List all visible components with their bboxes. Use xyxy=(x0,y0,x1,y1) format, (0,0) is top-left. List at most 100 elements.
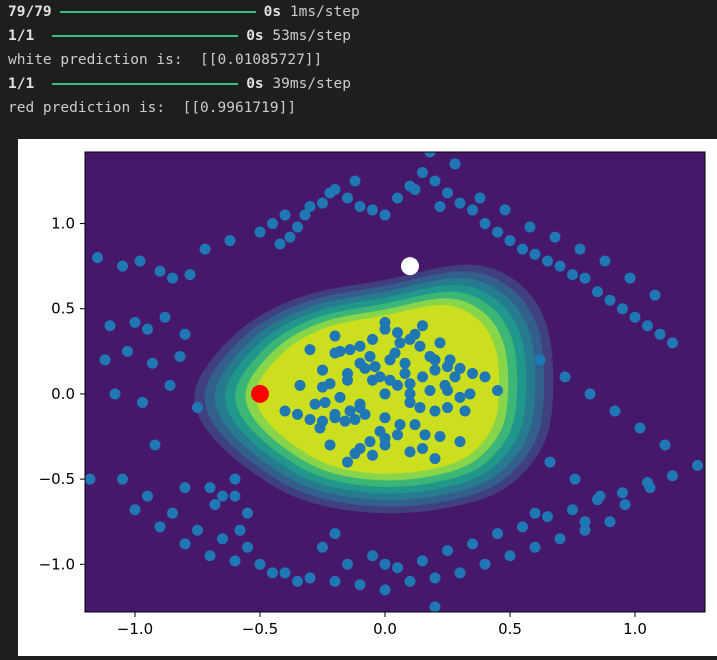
data-point xyxy=(454,567,466,579)
data-point xyxy=(692,459,703,471)
data-point xyxy=(129,504,141,516)
data-point xyxy=(549,231,561,243)
data-point xyxy=(449,371,461,383)
data-point xyxy=(454,362,466,374)
data-point xyxy=(404,378,416,390)
x-tick-label: 1.0 xyxy=(623,620,647,638)
data-point xyxy=(434,431,446,443)
data-point xyxy=(624,272,636,284)
data-point xyxy=(404,446,416,458)
data-point xyxy=(349,413,361,425)
data-point xyxy=(579,524,591,536)
data-point xyxy=(99,354,111,366)
data-point xyxy=(342,192,353,204)
data-point xyxy=(344,344,356,356)
data-point xyxy=(442,187,453,199)
data-point xyxy=(179,538,191,550)
data-point xyxy=(184,269,196,281)
data-point xyxy=(649,289,661,301)
data-point xyxy=(459,405,471,417)
data-point xyxy=(329,347,341,359)
data-point xyxy=(479,558,491,570)
scatter-plot: −1.0 −0.5 0.0 0.5 1.0 −1.0 −0.5 0.0 0.5 1.0 xyxy=(39,151,706,638)
data-point xyxy=(142,323,153,335)
data-point xyxy=(579,272,591,284)
data-point xyxy=(137,396,148,408)
data-point xyxy=(392,562,403,574)
data-point xyxy=(329,528,341,540)
data-point xyxy=(404,396,416,408)
data-point xyxy=(319,396,331,408)
data-point xyxy=(442,361,453,373)
x-axis: −1.0 −0.5 0.0 0.5 1.0 xyxy=(117,612,647,638)
progress-step-count: 79/79 xyxy=(8,4,52,20)
data-point xyxy=(317,364,328,376)
data-point xyxy=(659,439,671,451)
data-point xyxy=(354,357,366,369)
data-point xyxy=(209,499,221,511)
data-point xyxy=(379,316,391,328)
data-point xyxy=(399,357,411,369)
data-point xyxy=(642,477,653,489)
y-axis: −1.0 −0.5 0.0 0.5 1.0 xyxy=(39,215,85,573)
data-point xyxy=(439,379,451,391)
data-point xyxy=(392,327,403,339)
plot-figure: −1.0 −0.5 0.0 0.5 1.0 −1.0 −0.5 0.0 0.5 1.0 xyxy=(18,139,717,656)
progress-line: 79/79 0s 1ms/step xyxy=(8,0,360,24)
data-point xyxy=(367,550,378,562)
data-point xyxy=(85,473,96,485)
progress-bar xyxy=(59,11,256,13)
data-point xyxy=(442,402,453,414)
data-point xyxy=(92,252,103,264)
data-point xyxy=(569,473,581,485)
data-point xyxy=(667,470,678,482)
data-point xyxy=(329,330,341,342)
data-point xyxy=(164,379,176,391)
progress-bar xyxy=(52,35,239,37)
data-point xyxy=(479,218,491,230)
data-point xyxy=(364,350,376,362)
progress-rate: 1ms/step xyxy=(289,4,360,20)
data-point xyxy=(167,507,178,519)
data-point xyxy=(599,255,611,267)
data-point xyxy=(292,408,303,420)
data-point xyxy=(492,385,503,397)
data-point xyxy=(404,575,416,587)
data-point xyxy=(199,243,211,255)
data-point xyxy=(542,255,553,267)
data-point xyxy=(379,388,391,400)
data-point xyxy=(279,209,291,221)
data-point xyxy=(609,405,621,417)
data-point xyxy=(467,204,478,216)
data-point xyxy=(267,218,278,230)
data-point xyxy=(454,197,466,209)
x-tick-label: 0.0 xyxy=(373,620,397,638)
data-point xyxy=(534,354,546,366)
data-point xyxy=(267,567,278,579)
data-point xyxy=(192,524,203,536)
y-tick-label: 1.0 xyxy=(51,215,75,233)
data-point xyxy=(429,405,441,417)
data-point xyxy=(344,405,356,417)
data-point xyxy=(384,374,396,386)
progress-step-count: 1/1 xyxy=(8,28,35,44)
data-point xyxy=(224,235,236,247)
x-tick-label: 0.5 xyxy=(498,620,522,638)
data-point xyxy=(604,294,616,306)
data-point xyxy=(367,449,378,461)
red-prediction-line: red prediction is: [[0.9961719]] xyxy=(8,100,297,116)
progress-rate: 39ms/step xyxy=(272,76,351,92)
data-point xyxy=(592,494,603,506)
progress-step-count: 1/1 xyxy=(8,76,35,92)
data-point xyxy=(109,388,121,400)
data-point xyxy=(217,490,228,502)
data-point xyxy=(604,516,616,528)
data-point xyxy=(542,511,553,523)
data-point xyxy=(619,499,631,511)
data-point xyxy=(364,436,376,448)
data-point xyxy=(479,371,491,383)
data-point xyxy=(179,482,191,494)
data-point xyxy=(417,166,428,178)
y-tick-label: −0.5 xyxy=(39,470,75,488)
data-point xyxy=(292,575,303,587)
